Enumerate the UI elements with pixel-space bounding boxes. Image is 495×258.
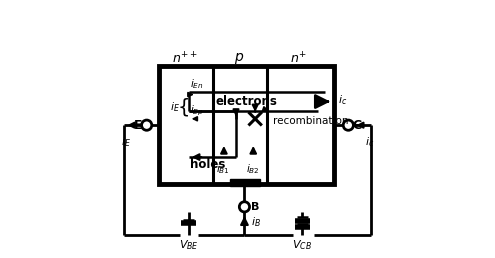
Text: $p$: $p$ (234, 51, 245, 66)
Text: $i_E$: $i_E$ (120, 135, 131, 149)
Text: $i_{En}$: $i_{En}$ (190, 77, 203, 91)
Text: B: B (251, 202, 259, 212)
Text: holes: holes (190, 158, 225, 171)
Text: {: { (178, 97, 191, 116)
Text: $n^{+}$: $n^{+}$ (290, 51, 307, 67)
Text: $i_{Ep}$: $i_{Ep}$ (190, 103, 204, 117)
Text: electrons: electrons (216, 95, 278, 108)
Text: $i_{B1}$: $i_{B1}$ (216, 162, 230, 176)
Text: $V_{BE}$: $V_{BE}$ (179, 238, 198, 252)
Text: C: C (352, 119, 361, 132)
Bar (230, 179, 260, 187)
Text: $V_{CB}$: $V_{CB}$ (293, 238, 312, 252)
Text: $n^{++}$: $n^{++}$ (172, 51, 198, 67)
Text: recombination: recombination (273, 116, 348, 126)
Text: $i_c$: $i_c$ (365, 135, 374, 149)
Text: $i_{B2}$: $i_{B2}$ (247, 162, 260, 176)
Text: E: E (134, 119, 143, 132)
Text: $i_c$: $i_c$ (338, 93, 347, 107)
Text: $i_B$: $i_B$ (251, 215, 261, 229)
Bar (159, 67, 334, 184)
Text: $i_E$: $i_E$ (170, 100, 180, 114)
